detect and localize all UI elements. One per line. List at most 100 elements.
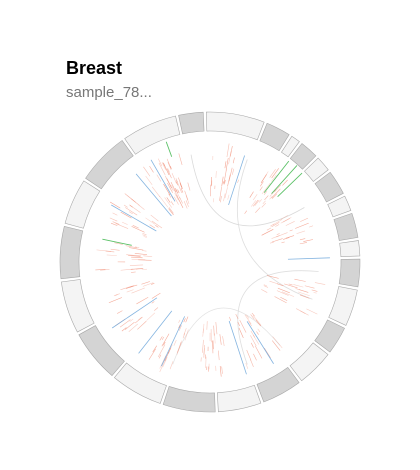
mutation-tick <box>276 233 280 235</box>
chromosome-segment <box>304 157 329 182</box>
mutation-tick <box>271 238 283 243</box>
mutation-tick <box>142 282 154 287</box>
mutation-tick <box>215 322 218 335</box>
mutation-tick <box>277 172 303 198</box>
chromosome-segment <box>216 384 262 413</box>
mutation-tick <box>143 236 147 238</box>
mutation-tick <box>264 347 271 359</box>
mutation-tick <box>161 316 186 367</box>
mutation-tick <box>156 174 162 182</box>
mutation-tick <box>178 325 182 331</box>
mutation-tick <box>253 353 257 361</box>
mutation-tick <box>245 362 249 369</box>
mutation-tick <box>227 194 230 200</box>
mutation-tick <box>271 168 279 179</box>
mutation-tick <box>224 161 227 169</box>
chromosome-segment <box>206 111 265 141</box>
mutation-tick <box>269 169 276 178</box>
chromosome-segment <box>85 140 134 190</box>
mutation-tick <box>300 310 306 314</box>
chromosome-segment <box>289 143 317 170</box>
mutation-tick <box>125 207 138 216</box>
mutation-tick <box>289 229 293 232</box>
mutation-tick <box>228 155 245 206</box>
mutation-tick <box>223 193 226 202</box>
mutation-tick <box>295 222 309 229</box>
mutation-tick <box>141 268 147 271</box>
mutation-tick <box>105 250 115 253</box>
mutation-tick <box>145 175 153 185</box>
mutation-tick <box>224 187 228 199</box>
mutation-tick <box>161 161 167 171</box>
mutation-tick <box>129 318 134 322</box>
chromosome-segment <box>256 366 300 403</box>
chromosome-segment <box>333 212 359 241</box>
mutation-tick <box>149 165 154 173</box>
mutation-tick <box>108 297 123 304</box>
mutation-tick <box>173 340 177 346</box>
mutation-tick <box>187 182 191 191</box>
mutation-tick <box>184 329 189 341</box>
mutation-tick <box>129 247 144 251</box>
mutation-tick <box>284 283 298 289</box>
mutation-tick <box>168 208 174 216</box>
mutation-tick <box>260 181 264 187</box>
mutation-tick <box>298 289 309 293</box>
mutation-tick <box>166 197 171 203</box>
mutation-tick <box>222 336 225 347</box>
mutation-tick <box>135 173 172 217</box>
mutation-tick <box>246 314 250 319</box>
mutation-tick <box>271 165 298 194</box>
mutation-tick <box>261 289 268 293</box>
mutation-tick <box>124 193 136 203</box>
mutation-tick <box>293 284 304 288</box>
mutation-tick <box>157 344 166 358</box>
mutation-tick <box>254 199 260 206</box>
mutation-tick <box>159 355 167 369</box>
mutation-tick <box>151 301 155 304</box>
mutation-tick <box>270 223 275 227</box>
mutation-tick <box>119 319 131 328</box>
mutation-tick <box>142 232 147 236</box>
mutation-tick <box>219 334 222 345</box>
mutation-tick <box>115 293 120 296</box>
mutation-tick <box>178 324 181 329</box>
mutation-tick <box>261 182 271 195</box>
mutation-tick <box>148 348 156 360</box>
mutation-tick <box>128 255 141 257</box>
mutation-tick <box>219 186 222 202</box>
mutation-tick <box>183 328 187 336</box>
mutation-tick <box>281 291 295 297</box>
mutation-tick <box>260 174 267 184</box>
mutation-tick <box>285 221 295 226</box>
mutation-tick <box>121 221 128 225</box>
mutation-tick <box>179 196 183 204</box>
chromosome-segment <box>162 386 216 413</box>
chromosome-segment <box>259 122 290 152</box>
mutation-tick <box>129 204 133 208</box>
mutation-tick <box>213 325 215 336</box>
mutation-tick <box>112 212 118 216</box>
mutation-tick <box>299 238 306 241</box>
mutation-tick <box>170 166 172 170</box>
mutation-tick <box>184 190 189 201</box>
mutation-tick <box>134 252 148 255</box>
mutation-tick <box>244 314 252 325</box>
mutation-tick <box>167 162 172 171</box>
mutation-tick <box>166 178 173 189</box>
mutation-tick <box>246 321 274 364</box>
mutation-tick <box>174 196 179 205</box>
mutation-tick <box>135 316 143 324</box>
mutation-tick <box>113 294 118 297</box>
mutation-tick <box>262 200 266 205</box>
sv-link <box>172 307 281 365</box>
mutation-tick <box>244 210 248 214</box>
mutation-tick <box>115 223 129 229</box>
mutation-tick <box>175 188 178 194</box>
mutation-tick <box>294 278 306 282</box>
mutation-tick <box>178 319 181 323</box>
mutation-tick <box>281 241 285 244</box>
mutation-tick <box>274 296 287 304</box>
mutation-tick <box>174 192 179 201</box>
mutation-tick <box>143 166 151 177</box>
